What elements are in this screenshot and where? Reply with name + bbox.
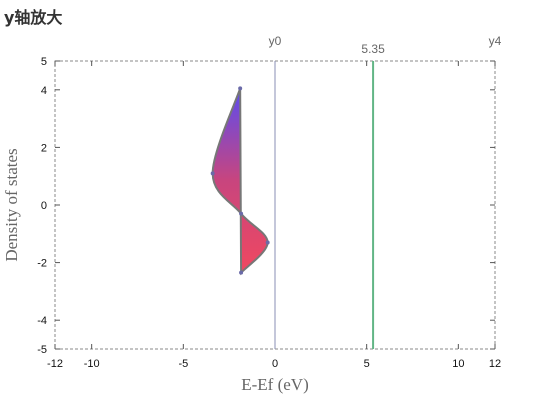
x-tick-label: -5 <box>178 358 188 370</box>
vline-label: 5.35 <box>361 42 385 56</box>
x-tick-label: 12 <box>489 358 501 370</box>
curve-point <box>265 240 270 245</box>
y-tick-label: -4 <box>37 315 47 327</box>
curve-points <box>210 86 270 275</box>
x-tick-label: 10 <box>452 358 464 370</box>
curve-point <box>210 171 215 176</box>
x-tick-label: -10 <box>84 358 100 370</box>
vline-label: y0 <box>269 34 282 48</box>
curve-point <box>239 270 244 275</box>
curve-point <box>238 86 243 91</box>
vline-label: y4 <box>489 34 502 48</box>
axis-ticks: -12 -10 -5 0 5 10 12 5 4 2 0 -2 -4 -5 <box>37 56 501 370</box>
curve-point <box>239 211 244 216</box>
x-tick-label: 5 <box>364 358 370 370</box>
x-tick-label: -12 <box>47 358 63 370</box>
y-tick-label: 4 <box>41 85 47 97</box>
y-axis-title: Density of states <box>2 148 21 261</box>
y-tick-label: 0 <box>41 200 47 212</box>
y-tick-label: -5 <box>37 344 47 356</box>
y-tick-label: -2 <box>37 258 47 270</box>
page-title: y轴放大 <box>4 8 63 27</box>
x-tick-label: 0 <box>272 358 278 370</box>
y-tick-label: 2 <box>41 142 47 154</box>
x-axis-title: E-Ef (eV) <box>241 375 309 394</box>
y-tick-label: 5 <box>41 56 47 68</box>
reference-lines: y0 5.35 y4 <box>269 34 502 349</box>
dos-area <box>211 88 269 276</box>
